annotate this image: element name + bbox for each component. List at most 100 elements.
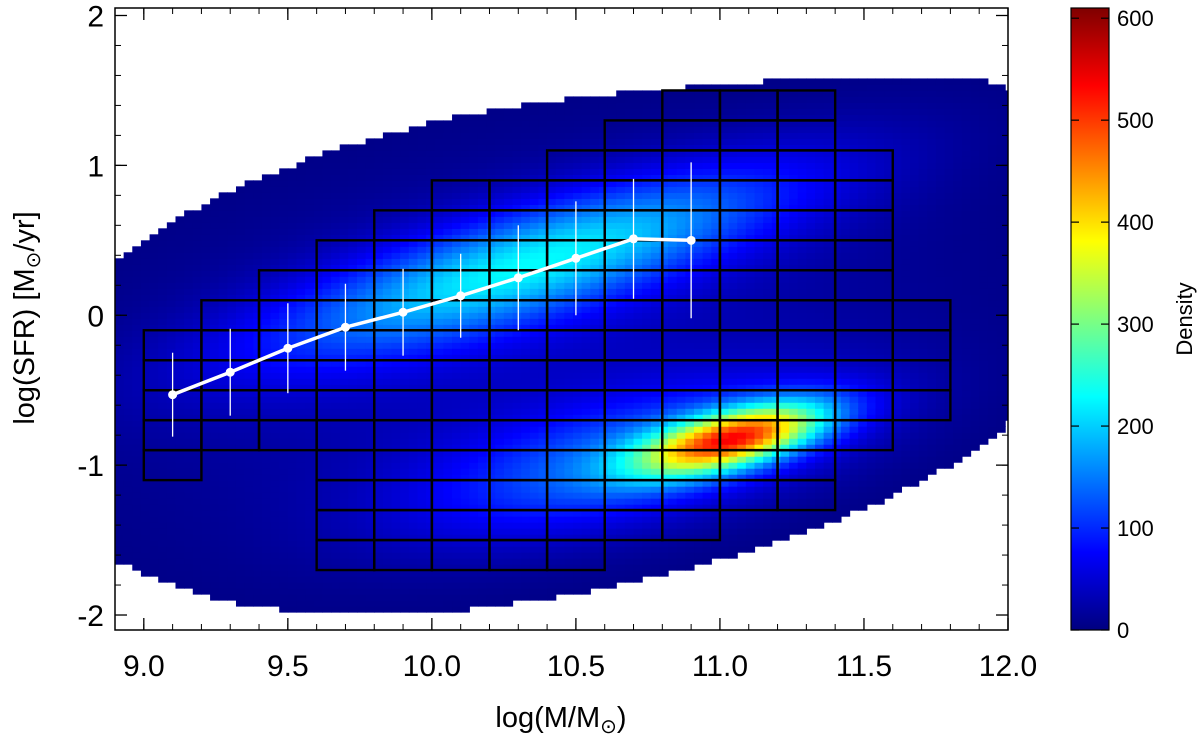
- density-cell: [529, 588, 540, 595]
- density-cell: [261, 216, 272, 223]
- density-cell: [434, 582, 444, 589]
- density-cell: [287, 396, 298, 403]
- density-cell: [469, 588, 479, 595]
- density-cell: [132, 522, 142, 529]
- density-cell: [365, 354, 375, 361]
- density-cell: [512, 162, 522, 169]
- density-cell: [210, 336, 220, 343]
- density-cell: [149, 408, 159, 415]
- density-cell: [322, 606, 332, 613]
- density-cell: [452, 318, 462, 325]
- density-cell: [555, 294, 565, 301]
- density-cell: [356, 264, 367, 271]
- density-cell: [668, 498, 678, 505]
- density-cell: [166, 240, 177, 247]
- density-cell: [400, 180, 410, 187]
- density-cell: [495, 180, 505, 187]
- density-cell: [650, 138, 661, 145]
- density-cell: [417, 324, 427, 331]
- density-cell: [547, 420, 557, 427]
- density-cell: [339, 240, 349, 247]
- density-cell: [149, 540, 159, 547]
- density-cell: [270, 522, 280, 529]
- density-cell: [184, 366, 194, 373]
- density-cell: [529, 300, 540, 307]
- density-cell: [564, 186, 574, 193]
- density-cell: [477, 510, 488, 517]
- density-cell: [452, 228, 462, 235]
- density-cell: [607, 456, 617, 463]
- density-cell: [123, 372, 133, 379]
- density-cell: [547, 144, 557, 151]
- density-cell: [443, 342, 453, 349]
- density-cell: [331, 528, 341, 535]
- density-cell: [270, 414, 280, 421]
- density-cell: [391, 570, 401, 577]
- density-cell: [668, 354, 678, 361]
- density-cell: [659, 270, 669, 277]
- density-cell: [287, 510, 298, 517]
- density-cell: [348, 306, 358, 313]
- density-cell: [521, 288, 531, 295]
- density-cell: [452, 300, 462, 307]
- density-cell: [227, 288, 237, 295]
- density-cell: [313, 456, 323, 463]
- density-cell: [244, 456, 254, 463]
- density-cell: [296, 162, 306, 169]
- density-cell: [235, 342, 246, 349]
- density-cell: [322, 168, 332, 175]
- density-cell: [192, 552, 203, 559]
- density-cell: [521, 252, 531, 259]
- density-cell: [192, 540, 203, 547]
- density-cell: [115, 534, 125, 541]
- density-cell: [616, 486, 626, 493]
- density-cell: [244, 216, 254, 223]
- density-cell: [564, 108, 574, 116]
- density-cell: [590, 462, 600, 469]
- density-cell: [382, 528, 393, 535]
- density-cell: [210, 318, 220, 325]
- density-cell: [261, 198, 272, 205]
- density-cell: [573, 138, 583, 145]
- density-cell: [659, 330, 669, 337]
- density-cell: [495, 276, 505, 283]
- density-cell: [132, 384, 142, 391]
- density-cell: [590, 564, 600, 571]
- density-cell: [218, 462, 228, 469]
- density-cell: [408, 540, 419, 547]
- density-cell: [564, 492, 574, 499]
- density-cell: [495, 366, 505, 373]
- density-cell: [443, 564, 453, 571]
- density-cell: [434, 348, 444, 355]
- density-cell: [555, 390, 565, 397]
- density-cell: [382, 276, 393, 283]
- density-cell: [547, 450, 557, 457]
- density-cell: [486, 486, 496, 493]
- density-cell: [313, 354, 323, 361]
- density-cell: [676, 414, 686, 421]
- density-cell: [668, 318, 678, 325]
- density-cell: [279, 492, 289, 499]
- density-cell: [391, 222, 401, 229]
- density-cell: [633, 438, 643, 445]
- density-cell: [495, 588, 505, 595]
- density-cell: [642, 228, 652, 235]
- density-cell: [521, 558, 531, 565]
- density-cell: [555, 132, 565, 139]
- density-cell: [573, 150, 583, 157]
- density-cell: [538, 528, 548, 535]
- density-cell: [538, 414, 548, 421]
- density-cell: [633, 270, 643, 277]
- density-cell: [434, 288, 444, 295]
- density-cell: [547, 534, 557, 541]
- density-cell: [356, 258, 367, 265]
- density-cell: [287, 228, 298, 235]
- density-cell: [581, 240, 591, 247]
- density-cell: [624, 276, 635, 283]
- density-cell: [400, 198, 410, 205]
- density-cell: [365, 546, 375, 553]
- density-cell: [564, 498, 574, 505]
- density-cell: [235, 426, 246, 433]
- density-cell: [149, 450, 159, 457]
- density-cell: [616, 342, 626, 349]
